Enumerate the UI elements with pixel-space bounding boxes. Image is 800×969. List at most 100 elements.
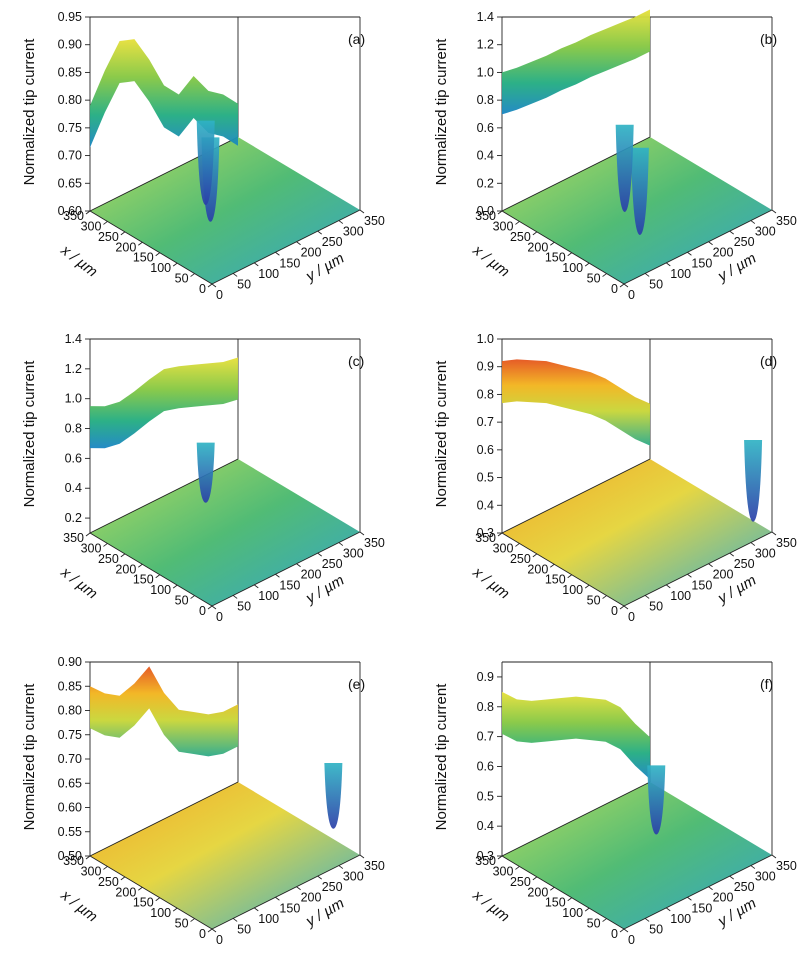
x-tick-label: 350: [475, 854, 496, 868]
y-tick-label: 350: [776, 536, 797, 550]
x-tick-label: 50: [587, 917, 601, 931]
y-tick-label: 300: [343, 870, 364, 884]
surface-dip: [615, 124, 634, 212]
x-tick-label: 150: [545, 251, 566, 265]
x-tick-mark: [497, 532, 503, 537]
x-tick-mark: [155, 897, 160, 902]
x-tick-mark: [532, 231, 538, 236]
x-axis-title: x / µm: [57, 886, 101, 925]
x-tick-label: 300: [81, 864, 102, 878]
x-tick-mark: [85, 210, 91, 215]
x-tick-label: 0: [611, 927, 618, 941]
y-tick-label: 300: [755, 870, 776, 884]
surface-dip: [196, 120, 215, 206]
y-tick-label: 50: [649, 277, 663, 291]
x-tick-mark: [120, 876, 126, 881]
x-tick-label: 200: [115, 885, 136, 899]
x-tick-mark: [85, 532, 91, 537]
z-axis-title: Normalized tip current: [21, 38, 38, 186]
x-tick-mark: [207, 928, 213, 933]
x-tick-mark: [155, 252, 160, 257]
z-tick-label: 0.90: [58, 655, 82, 669]
x-tick-mark: [190, 273, 195, 277]
y-tick-label: 250: [322, 557, 343, 571]
panel-f: [497, 661, 777, 933]
z-tick-label: 0.7: [477, 415, 494, 429]
x-axis-title: x / µm: [57, 563, 101, 602]
y-tick-mark: [338, 865, 344, 869]
y-tick-label: 0: [216, 610, 223, 624]
x-tick-label: 50: [175, 272, 189, 286]
y-tick-mark: [729, 230, 734, 235]
y-tick-label: 150: [279, 901, 300, 915]
y-tick-label: 250: [322, 880, 343, 894]
surface-sheet: [502, 359, 650, 446]
x-axis-title: x / µm: [469, 563, 513, 602]
x-tick-label: 200: [115, 562, 136, 576]
surface-dip: [324, 763, 343, 829]
x-tick-mark: [103, 543, 108, 547]
y-tick-mark: [211, 283, 217, 288]
y-tick-label: 200: [713, 568, 734, 582]
z-axis-title: Normalized tip current: [433, 360, 450, 508]
y-tick-mark: [708, 241, 713, 246]
x-tick-label: 150: [545, 573, 566, 587]
floor-map: [90, 782, 360, 929]
x-tick-label: 350: [475, 531, 496, 545]
x-tick-mark: [619, 605, 625, 610]
y-tick-mark: [232, 595, 238, 599]
surface-dip: [196, 442, 215, 503]
x-axis-title: x / µm: [469, 886, 513, 925]
x-tick-mark: [138, 241, 143, 246]
x-tick-label: 100: [562, 261, 583, 275]
x-tick-label: 0: [611, 604, 618, 618]
z-tick-label: 1.4: [65, 332, 82, 346]
y-tick-label: 300: [755, 225, 776, 239]
y-tick-mark: [211, 928, 217, 933]
z-axis-title: Normalized tip current: [21, 360, 38, 508]
x-tick-label: 100: [562, 583, 583, 597]
z-tick-label: 0.7: [477, 730, 494, 744]
surface-sheet: [90, 666, 238, 757]
y-tick-label: 50: [649, 922, 663, 936]
x-tick-mark: [190, 918, 195, 922]
z-tick-label: 0.55: [58, 825, 82, 839]
y-tick-mark: [750, 542, 756, 546]
z-axis-title: Normalized tip current: [433, 38, 450, 186]
z-tick-label: 1.2: [477, 38, 494, 52]
x-tick-mark: [619, 928, 625, 933]
y-tick-label: 100: [258, 912, 279, 926]
z-tick-label: 0.80: [58, 93, 82, 107]
y-tick-mark: [317, 230, 322, 235]
y-tick-mark: [666, 584, 671, 589]
z-tick-label: 0.65: [58, 176, 82, 190]
panel-label: (c): [348, 353, 364, 369]
x-tick-mark: [207, 605, 213, 610]
z-tick-label: 0.9: [477, 360, 494, 374]
x-tick-mark: [138, 563, 143, 568]
z-tick-label: 1.4: [477, 10, 494, 24]
x-axis-line: [89, 210, 213, 285]
x-tick-label: 100: [150, 906, 171, 920]
x-tick-mark: [602, 595, 607, 599]
y-axis-line: [211, 854, 361, 930]
x-tick-mark: [550, 886, 555, 891]
x-tick-mark: [550, 563, 555, 568]
y-tick-label: 150: [691, 578, 712, 592]
y-tick-label: 200: [713, 891, 734, 905]
x-tick-label: 350: [63, 854, 84, 868]
y-tick-label: 250: [734, 557, 755, 571]
back-floor-line: [501, 781, 651, 857]
y-tick-label: 250: [322, 235, 343, 249]
y-tick-label: 200: [713, 246, 734, 260]
z-tick-label: 0.4: [65, 481, 82, 495]
x-axis-line: [89, 532, 213, 607]
panel-label: (a): [348, 31, 365, 47]
x-tick-label: 250: [98, 875, 119, 889]
x-tick-label: 50: [175, 917, 189, 931]
panel-e: [85, 661, 365, 933]
x-tick-mark: [532, 553, 538, 558]
y-axis-line: [623, 531, 773, 607]
z-tick-label: 0.8: [65, 422, 82, 436]
x-tick-mark: [172, 907, 178, 912]
